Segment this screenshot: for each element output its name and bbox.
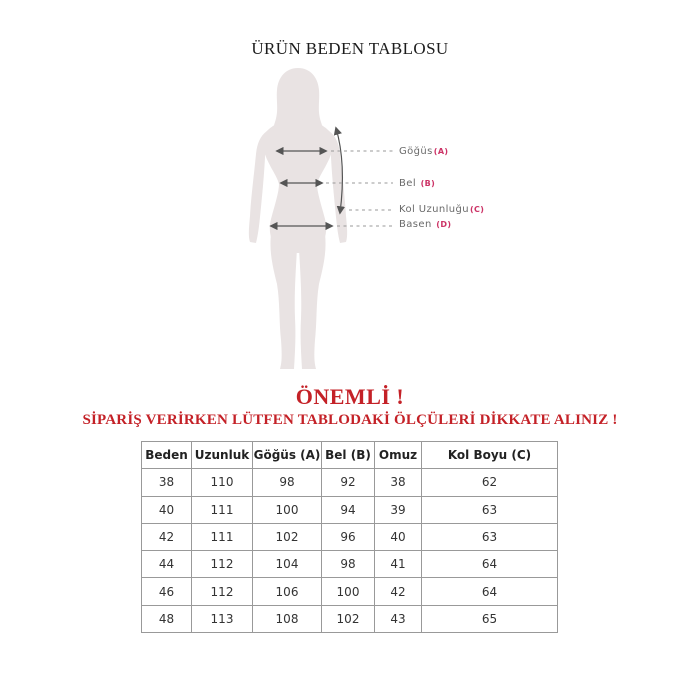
- table-cell: 62: [421, 468, 558, 497]
- arm-length-measure-label: Kol Uzunluğu(C): [399, 204, 484, 216]
- important-notice-heading: ÖNEMLİ !: [295, 384, 405, 409]
- table-cell: 100: [321, 577, 375, 606]
- header-kol-boyu: Kol Boyu (C): [421, 440, 558, 470]
- table-cell: 111: [191, 495, 253, 524]
- female-silhouette-figure: [248, 68, 348, 369]
- size-table-body: 38 110 98 92 38 62 40 111 100 94 39 63 42 111 102 96 40 6…: [141, 468, 558, 634]
- table-row: 48 113 108 102 43 65: [141, 604, 558, 634]
- table-cell: 100: [252, 495, 322, 524]
- table-row: 44 112 104 98 41 64: [141, 550, 558, 579]
- table-cell: 98: [252, 468, 322, 497]
- table-row: 40 111 100 94 39 63: [141, 495, 558, 524]
- silhouette-torso: [263, 119, 333, 253]
- header-gogus: Göğüs (A): [252, 440, 322, 470]
- table-cell: 98: [321, 550, 375, 579]
- header-uzunluk: Uzunluk: [191, 440, 253, 470]
- table-cell: 112: [191, 550, 253, 579]
- arm-length-measure-arrow: [333, 126, 346, 215]
- silhouette-left-arm: [248, 131, 269, 243]
- table-cell: 92: [321, 468, 375, 497]
- chest-label-text: Göğüs: [399, 146, 433, 157]
- table-cell: 108: [252, 604, 322, 634]
- table-cell: 40: [374, 522, 422, 552]
- important-notice-subheading: SİPARİŞ VERİRKEN LÜTFEN TABLODAKİ ÖLÇÜLE…: [82, 412, 618, 428]
- table-cell: 64: [421, 577, 558, 606]
- table-cell: 94: [321, 495, 375, 524]
- waist-label-text: Bel: [399, 178, 416, 189]
- header-bel: Bel (B): [321, 440, 375, 470]
- header-omuz: Omuz: [374, 440, 422, 470]
- table-cell: 41: [374, 550, 422, 579]
- table-cell: 96: [321, 522, 375, 552]
- table-cell: 112: [191, 577, 253, 606]
- header-beden: Beden: [141, 440, 192, 470]
- table-cell: 65: [421, 604, 558, 634]
- waist-label-letter: (B): [420, 179, 436, 188]
- hip-measure-label: Basen (D): [399, 219, 451, 231]
- hip-label-text: Basen: [399, 219, 432, 230]
- table-cell: 39: [374, 495, 422, 524]
- table-cell: 40: [141, 495, 192, 524]
- table-cell: 44: [141, 550, 192, 579]
- table-cell: 43: [374, 604, 422, 634]
- chest-measure-label: Göğüs(A): [399, 146, 448, 158]
- size-table: Beden Uzunluk Göğüs (A) Bel (B) Omuz Kol…: [141, 440, 558, 634]
- table-cell: 63: [421, 522, 558, 552]
- table-cell: 104: [252, 550, 322, 579]
- table-cell: 64: [421, 550, 558, 579]
- table-header-row: Beden Uzunluk Göğüs (A) Bel (B) Omuz Kol…: [141, 440, 558, 470]
- table-row: 42 111 102 96 40 63: [141, 522, 558, 552]
- hip-label-letter: (D): [436, 220, 452, 229]
- page-title: ÜRÜN BEDEN TABLOSU: [251, 39, 449, 58]
- measurement-diagram: Göğüs(A) Bel (B) Kol Uzunluğu(C) Basen (…: [248, 68, 484, 369]
- table-cell: 42: [141, 522, 192, 552]
- table-cell: 63: [421, 495, 558, 524]
- arm-label-letter: (C): [469, 205, 485, 214]
- waist-measure-label: Bel (B): [399, 178, 435, 190]
- table-cell: 113: [191, 604, 253, 634]
- table-cell: 38: [374, 468, 422, 497]
- silhouette-left-leg: [270, 234, 297, 369]
- chest-label-letter: (A): [433, 147, 449, 156]
- table-cell: 102: [252, 522, 322, 552]
- table-row: 46 112 106 100 42 64: [141, 577, 558, 606]
- table-row: 38 110 98 92 38 62: [141, 468, 558, 497]
- table-cell: 110: [191, 468, 253, 497]
- silhouette-right-leg: [299, 234, 326, 369]
- table-cell: 38: [141, 468, 192, 497]
- diagram-canvas: [248, 68, 393, 369]
- table-cell: 106: [252, 577, 322, 606]
- table-cell: 46: [141, 577, 192, 606]
- table-cell: 102: [321, 604, 375, 634]
- table-cell: 111: [191, 522, 253, 552]
- table-cell: 42: [374, 577, 422, 606]
- table-cell: 48: [141, 604, 192, 634]
- arm-label-text: Kol Uzunluğu: [399, 204, 469, 215]
